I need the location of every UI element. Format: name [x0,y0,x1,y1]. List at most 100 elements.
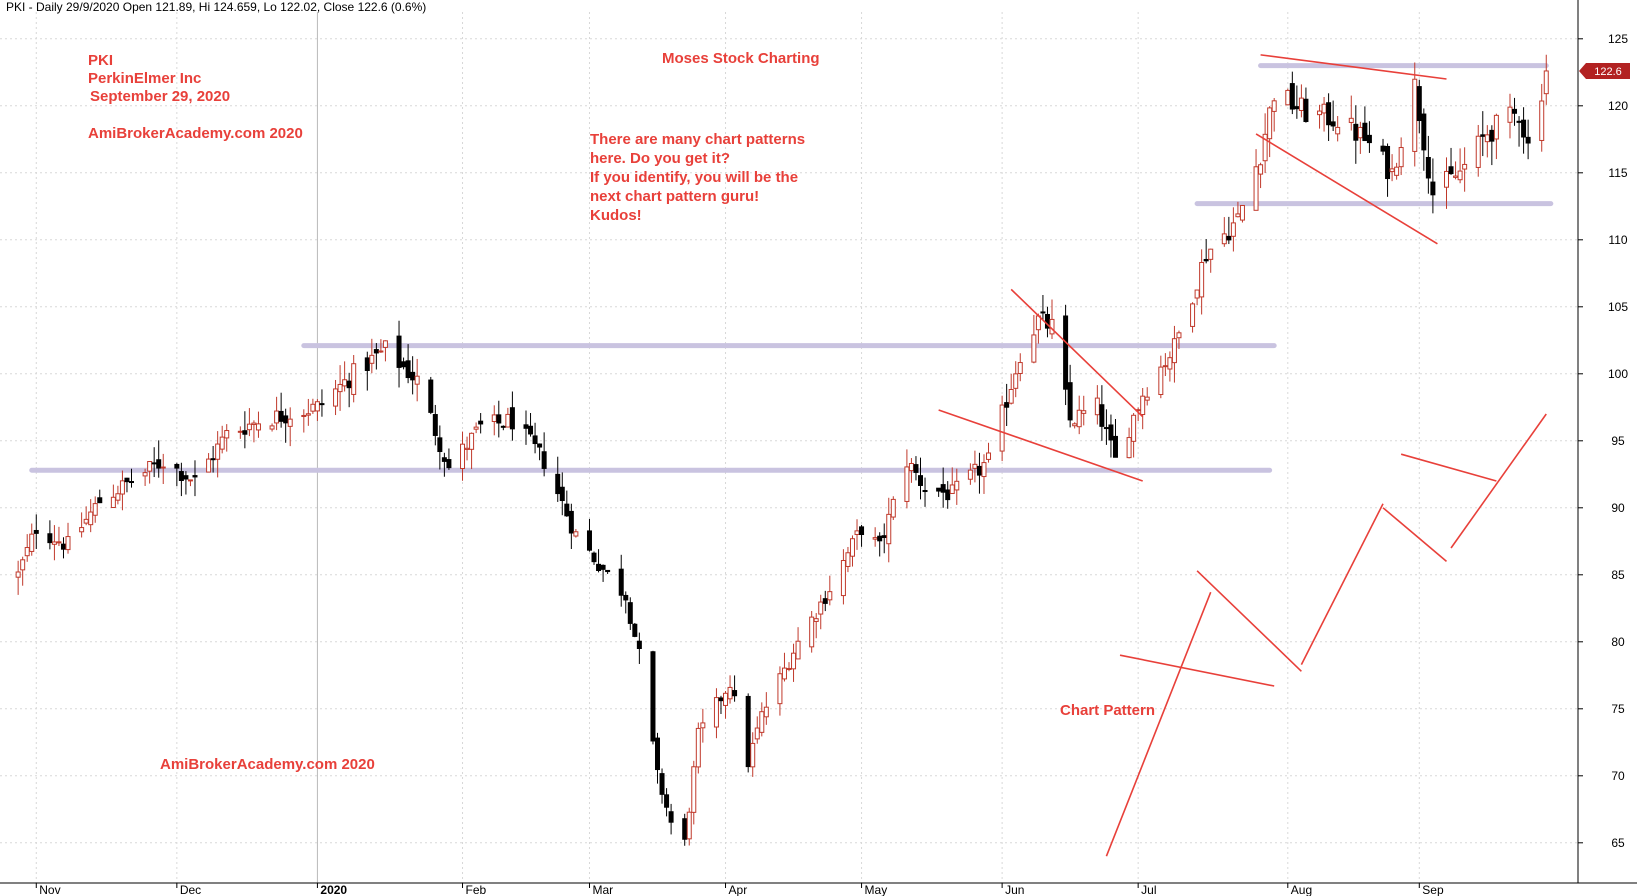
ticker-label: PKI [88,52,114,69]
candle-body [1112,435,1118,458]
candle-body [92,503,98,516]
candle-body [1389,168,1395,173]
x-tick-label: Nov [39,883,60,896]
candle-body [410,371,416,381]
candle-body [1493,114,1499,140]
candle-body [1063,315,1069,390]
candle-body [441,457,447,462]
candle-body [428,379,434,413]
candle-body [83,518,89,524]
candle-body [949,484,955,494]
candle-body [1484,134,1490,143]
candle-body [1457,170,1463,181]
candle-body [1475,135,1481,168]
candle-body [636,640,642,649]
y-tick-label: 100 [1608,367,1628,381]
candle-body [822,598,828,604]
candle-body [51,541,57,545]
trend-line [1119,654,1275,687]
candle-body [97,497,103,504]
x-tick-label: Sep [1422,883,1444,896]
candle-body [500,425,506,428]
x-tick-label: Feb [466,883,487,896]
x-tick-label: Mar [592,883,613,896]
candle-body [1521,119,1527,138]
candle-body [1298,97,1304,111]
candle-body [618,568,624,596]
y-tick-label: 105 [1608,300,1628,314]
candle-body [1303,98,1309,123]
candle-body [1448,166,1454,175]
candle-body [591,552,597,563]
trend-line [938,409,1143,482]
watermark-top: AmiBrokerAcademy.com 2020 [88,125,303,142]
candle-body [849,538,855,557]
candle-body [936,487,942,492]
candle-body [945,489,951,501]
candle-body [1081,410,1087,414]
candle-body [246,423,252,431]
candle-body [242,430,248,435]
trend-line [1260,54,1447,80]
candle-body [473,426,479,430]
trend-line [1400,453,1497,482]
candle-body [382,340,388,348]
question-line: There are many chart patterns [590,131,806,148]
candle-body [791,652,797,670]
candle-body [1017,362,1023,374]
trend-line [1010,288,1144,418]
trend-line [1382,507,1448,563]
y-tick-label: 120 [1608,99,1628,113]
candle-body [33,529,39,534]
candle-body [1353,123,1359,141]
candle-body [496,414,502,424]
candle-body [432,414,438,436]
question-text: There are many chart patterns here. Do y… [590,130,805,225]
y-tick-label: 75 [1611,702,1625,716]
candle-body [940,484,946,493]
candle-body [818,601,824,615]
x-tick-label: Apr [729,883,748,896]
candle-body [813,618,819,622]
trend-line [1255,133,1438,245]
candle-body [1072,423,1078,427]
candle-body [20,559,26,571]
candle-body [732,690,738,697]
candle-body [1108,424,1114,441]
candle-body [700,722,706,729]
candle-body [1516,120,1522,123]
candle-body [24,547,30,557]
candle-body [596,563,602,572]
candle-body [178,471,184,481]
candle-body [1525,136,1531,144]
candle-body [88,511,94,526]
x-tick-label: Dec [180,883,201,896]
candle-body [446,459,452,469]
company-label: PerkinElmer Inc [88,70,202,87]
candle-body [505,413,511,428]
candle-body [174,463,180,469]
candle-body [1103,427,1109,430]
candle-body [600,564,606,570]
x-tick-label: Jul [1141,883,1156,896]
question-line: here. Do you get it? [590,150,731,167]
candle-body [1044,313,1050,329]
candle-body [627,602,633,624]
candle-body [1203,258,1209,262]
candle-body [1398,147,1404,168]
candle-body [187,479,193,482]
candle-body [219,436,225,450]
candles [15,54,1549,846]
candle-body [1258,164,1264,175]
candle-body [650,651,656,742]
candle-body [1167,357,1173,370]
trend-line [1196,570,1302,672]
candle-body [1453,175,1459,178]
candle-body [314,401,320,412]
candle-body [750,742,756,768]
candle-body [1416,86,1422,122]
y-tick-label: 110 [1608,233,1627,247]
candle-body [115,493,121,501]
